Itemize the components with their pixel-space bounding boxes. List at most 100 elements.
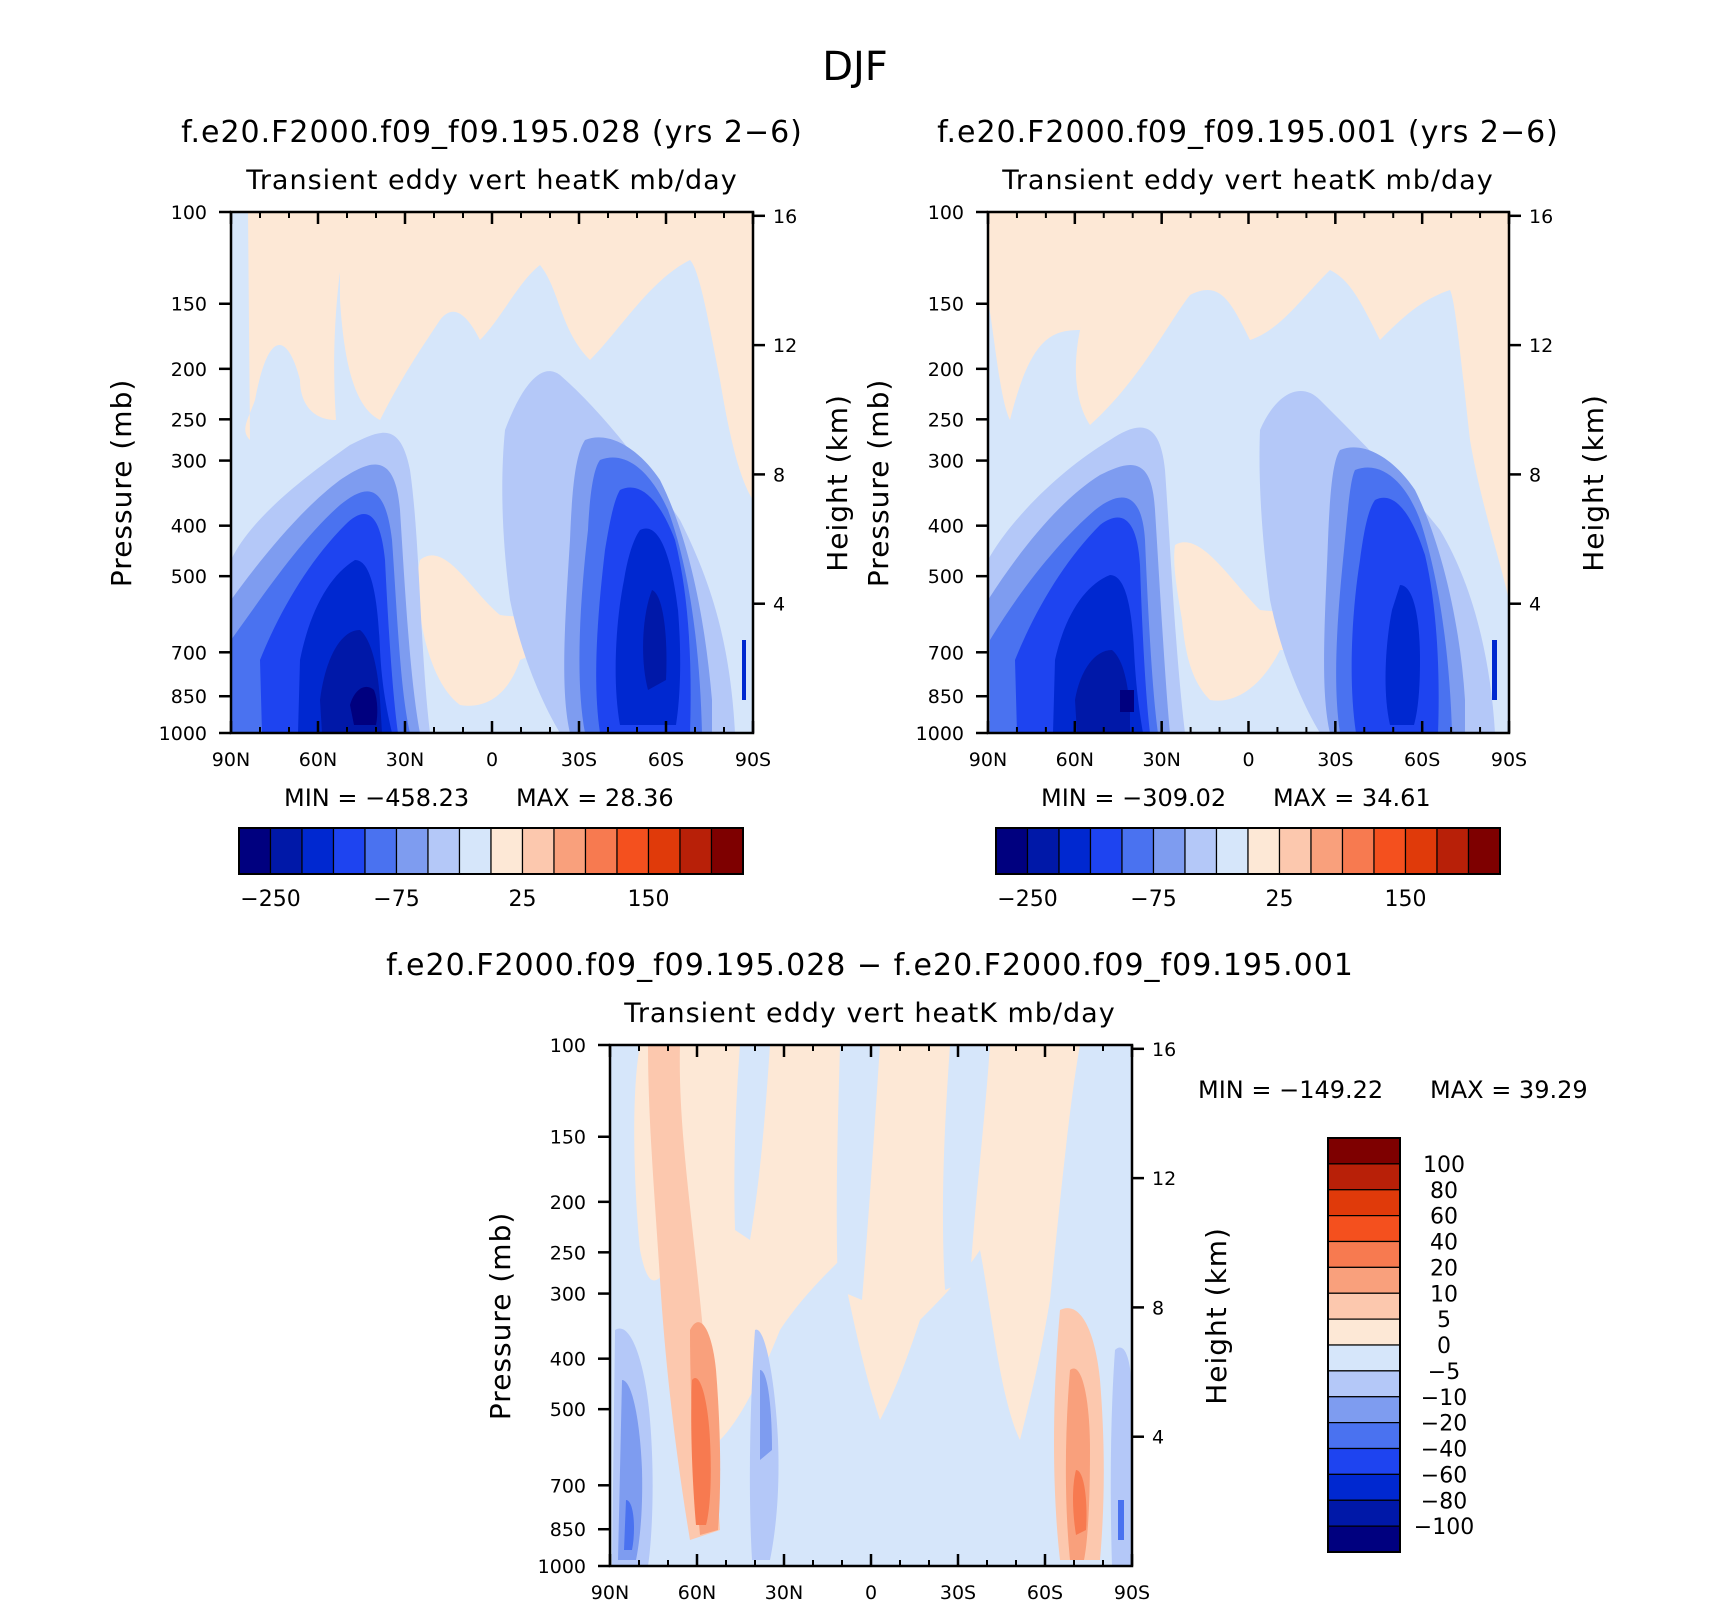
panel-001-colorbar-swatch (1184, 827, 1218, 875)
panel-diff-colorbar-swatch (1327, 1422, 1401, 1450)
panel-diff-colorbar-label: 0 (1437, 1334, 1451, 1359)
panel-diff-colorbar-swatch (1327, 1240, 1401, 1268)
panel-028-subtitle: Transient eddy vert heatK mb/day (245, 165, 737, 196)
panel-001-x-tick-label: 90N (969, 749, 1007, 771)
panel-diff-colorbar-label: −100 (1414, 1515, 1474, 1540)
panel-diff-colorbar-swatch (1327, 1473, 1401, 1501)
panel-diff-y-tick-label: 1000 (538, 1556, 586, 1578)
panel-diff-colorbar-swatch (1327, 1266, 1401, 1294)
panel-diff-colorbar-label: −5 (1428, 1360, 1460, 1385)
panel-001-y-tick-label: 200 (928, 359, 964, 381)
panel-diff-colorbar-swatch (1327, 1525, 1401, 1553)
panel-diff-title: f.e20.F2000.f09_f09.195.028 − f.e20.F200… (386, 948, 1354, 983)
panel-028-y-axis-label: Pressure (mb) (105, 379, 138, 587)
panel-diff-y-tick-label: 400 (550, 1349, 586, 1371)
panel-028-colorbar-swatch (616, 827, 650, 875)
panel-diff-y-tick-label: 850 (550, 1519, 586, 1541)
panel-diff-max-label: MAX = 39.29 (1430, 1076, 1588, 1104)
panel-001-colorbar-label: −75 (1130, 887, 1176, 912)
panel-diff: f.e20.F2000.f09_f09.195.028 − f.e20.F200… (386, 948, 1588, 1601)
panel-001-y-tick-label: 1000 (916, 723, 964, 745)
panel-028-colorbar: −250 −75 25 150 (238, 827, 744, 912)
panel-001-y-tick-label: 250 (928, 409, 964, 431)
panel-diff-y-tick-label: 200 (550, 1192, 586, 1214)
panel-001-y2-axis-label: Height (km) (1577, 394, 1610, 572)
panel-028-x-tick-label: 30N (386, 749, 424, 771)
panel-001-y-tick-label: 700 (928, 642, 964, 664)
panel-028-colorbar-swatch (395, 827, 429, 875)
panel-diff-colorbar-label: 20 (1430, 1256, 1458, 1281)
panel-028-colorbar-label: −75 (373, 887, 419, 912)
panel-028-contour-field (231, 212, 753, 733)
panel-001-y-tick-label: 150 (928, 294, 964, 316)
panel-028-colorbar-swatch (553, 827, 587, 875)
panel-001-colorbar-swatch (1089, 827, 1123, 875)
panel-028-y-tick-label: 100 (171, 202, 207, 224)
panel-diff-x-tick-label: 30S (940, 1582, 976, 1601)
panel-diff-contour-field (610, 1045, 1132, 1566)
panel-028-max-label: MAX = 28.36 (516, 784, 674, 812)
panel-028-y-tick-label: 200 (171, 359, 207, 381)
panel-001-colorbar-label: 25 (1266, 887, 1294, 912)
panel-001-colorbar-swatch (1026, 827, 1060, 875)
panel-001-y-tick-label: 500 (928, 566, 964, 588)
panel-diff-colorbar-label: 60 (1430, 1205, 1458, 1230)
panel-028-colorbar-swatch (301, 827, 335, 875)
panel-diff-x-tick-label: 90N (591, 1582, 629, 1601)
panel-diff-colorbar-swatch (1327, 1344, 1401, 1372)
panel-diff-y2-tick-label: 16 (1152, 1039, 1176, 1061)
panel-diff-y-tick-label: 250 (550, 1242, 586, 1264)
panel-001-y-axis-label: Pressure (mb) (862, 379, 895, 587)
panel-diff-y2-tick-label: 4 (1152, 1427, 1164, 1449)
panel-028: f.e20.F2000.f09_f09.195.028 (yrs 2−6) Tr… (105, 115, 854, 912)
panel-028-colorbar-swatch (427, 827, 461, 875)
panel-diff-y-tick-label: 700 (550, 1475, 586, 1497)
panel-001-colorbar-swatch (995, 827, 1029, 875)
panel-diff-x-tick-label: 60S (1027, 1582, 1063, 1601)
panel-diff-colorbar-label: −40 (1421, 1438, 1467, 1463)
panel-028-min-label: MIN = −458.23 (284, 784, 469, 812)
panel-028-y2-axis-label: Height (km) (821, 394, 854, 572)
panel-028-colorbar-swatch (521, 827, 555, 875)
panel-diff-colorbar-label: −20 (1421, 1412, 1467, 1437)
panel-028-x-tick-label: 90N (212, 749, 250, 771)
panel-001-contour-field (988, 212, 1509, 733)
panel-028-colorbar-swatch (679, 827, 713, 875)
panel-diff-colorbar-frame (1327, 1137, 1401, 1553)
panel-001-x-tick-label: 30N (1142, 749, 1180, 771)
panel-diff-axes: 90N 60N 30N 0 30S 60S 90S 100 150 200 250 300 400 500… (484, 1035, 1233, 1601)
panel-028-x-tick-label: 60N (299, 749, 337, 771)
panel-001-subtitle: Transient eddy vert heatK mb/day (1001, 165, 1493, 196)
panel-diff-colorbar-swatch (1327, 1447, 1401, 1475)
panel-001-colorbar-swatch (1310, 827, 1344, 875)
panel-001-colorbar-swatch (1152, 827, 1186, 875)
figure-title: DJF (822, 44, 888, 90)
panel-001-y2-tick-label: 16 (1529, 206, 1553, 228)
panel-diff-colorbar-swatch (1327, 1292, 1401, 1320)
panel-001-y-tick-label: 300 (928, 451, 964, 473)
panel-diff-colorbar-swatch (1327, 1499, 1401, 1527)
panel-diff-colorbar-label: −80 (1421, 1489, 1467, 1514)
panel-028-colorbar-frame (238, 827, 744, 875)
panel-diff-y-tick-label: 100 (550, 1035, 586, 1057)
panel-028-colorbar-swatch (490, 827, 524, 875)
panel-028-y-tick-label: 1000 (159, 723, 207, 745)
panel-028-y-tick-label: 250 (171, 409, 207, 431)
panel-diff-colorbar-swatch (1327, 1370, 1401, 1398)
panel-001-colorbar-swatch (1341, 827, 1375, 875)
panel-001-x-tick-label: 60N (1056, 749, 1094, 771)
panel-diff-colorbar-swatch (1327, 1318, 1401, 1346)
panel-028-x-tick-label: 0 (486, 749, 498, 771)
panel-028-colorbar-label: −250 (240, 887, 300, 912)
panel-diff-colorbar-label: 80 (1430, 1179, 1458, 1204)
panel-028-colorbar-label: 150 (628, 887, 670, 912)
panel-028-y-tick-label: 500 (171, 566, 207, 588)
panel-028-x-tick-label: 90S (735, 749, 771, 771)
panel-diff-colorbar-label: 5 (1437, 1308, 1451, 1333)
panel-diff-colorbar-label: 100 (1423, 1153, 1465, 1178)
panel-028-colorbar-swatch (647, 827, 681, 875)
panel-diff-y2-tick-label: 8 (1152, 1297, 1164, 1319)
panel-001-y2-tick-label: 4 (1529, 594, 1541, 616)
panel-diff-colorbar-swatch (1327, 1137, 1401, 1165)
panel-diff-x-tick-label: 30N (765, 1582, 803, 1601)
